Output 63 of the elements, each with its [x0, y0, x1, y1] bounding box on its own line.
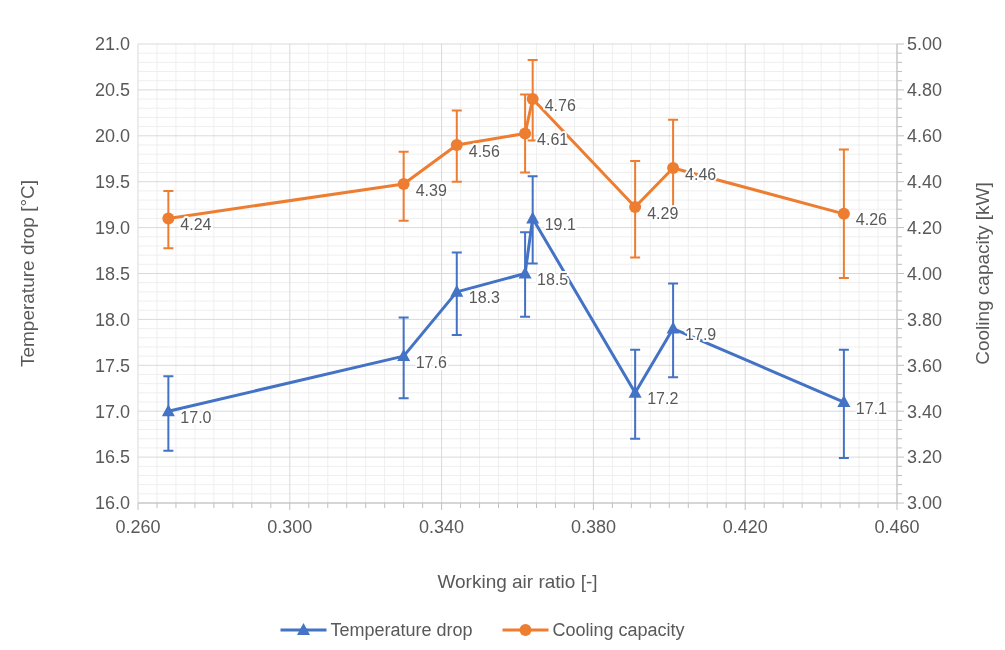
point [518, 266, 532, 279]
point [519, 127, 532, 140]
x-tick-label: 0.260 [115, 517, 161, 537]
data-label: 4.39 [415, 181, 447, 199]
y-tick-label: 20.5 [94, 80, 130, 101]
data-label: 17.9 [685, 326, 717, 344]
point [162, 212, 175, 225]
data-label: 17.1 [855, 399, 888, 417]
y2-tick-label: 5.00 [907, 34, 943, 55]
point [628, 385, 642, 398]
x-tick-label: 0.340 [419, 517, 465, 537]
y-tick-label: 21.0 [94, 34, 130, 55]
point [450, 284, 464, 297]
data-label: 19.1 [544, 216, 576, 234]
x-tick-label: 0.300 [267, 517, 313, 537]
point [837, 207, 850, 220]
data-label: 4.26 [855, 211, 888, 229]
point [667, 161, 680, 174]
y2-axis-title: Cooling capacity [kW] [972, 182, 993, 365]
point [397, 349, 411, 362]
y2-tick-label: 4.60 [907, 126, 943, 147]
y-tick-label: 16.0 [94, 493, 130, 514]
point [397, 178, 410, 190]
point [526, 93, 539, 106]
y-tick-label: 20.0 [94, 126, 130, 147]
y2-tick-label: 4.20 [907, 217, 943, 238]
data-label: 4.61 [537, 131, 569, 149]
y-tick-label: 18.0 [94, 309, 130, 330]
x-tick-label: 0.380 [570, 517, 616, 537]
y2-tick-label: 4.80 [907, 80, 943, 101]
point [161, 404, 175, 417]
y2-tick-label: 3.20 [907, 447, 943, 468]
data-label: 18.3 [468, 289, 501, 307]
point [666, 321, 680, 334]
y2-tick-label: 3.60 [907, 355, 943, 376]
legend-label: Cooling capacity [552, 620, 685, 641]
y-tick-label: 17.5 [94, 355, 130, 376]
data-label: 18.5 [537, 271, 569, 289]
y2-tick-label: 4.00 [907, 263, 943, 284]
y-tick-label: 19.0 [94, 217, 130, 238]
y-tick-label: 17.0 [94, 401, 130, 422]
x-tick-label: 0.460 [874, 517, 920, 537]
y2-tick-label: 3.00 [907, 493, 943, 514]
x-tick-label: 0.420 [722, 517, 768, 537]
data-label: 17.6 [415, 353, 447, 371]
y-tick-label: 19.5 [94, 172, 130, 192]
y-tick-label: 16.5 [94, 447, 130, 468]
data-label: 4.76 [544, 96, 576, 114]
x-axis-title: Working air ratio [-] [437, 571, 598, 592]
data-label: 4.56 [468, 142, 501, 160]
data-label: 17.0 [180, 408, 212, 426]
point [629, 200, 642, 213]
y-axis-title: Temperature drop [°C] [17, 179, 38, 368]
y2-tick-label: 3.40 [907, 401, 943, 422]
point [837, 395, 851, 408]
point [450, 138, 463, 151]
y2-tick-label: 3.80 [907, 309, 943, 330]
y-tick-label: 18.5 [94, 263, 130, 284]
legend-label: Temperature drop [330, 620, 473, 641]
data-label: 4.24 [180, 216, 212, 234]
y2-tick-label: 4.40 [907, 172, 943, 192]
data-label: 17.2 [647, 390, 679, 408]
point [526, 211, 540, 224]
